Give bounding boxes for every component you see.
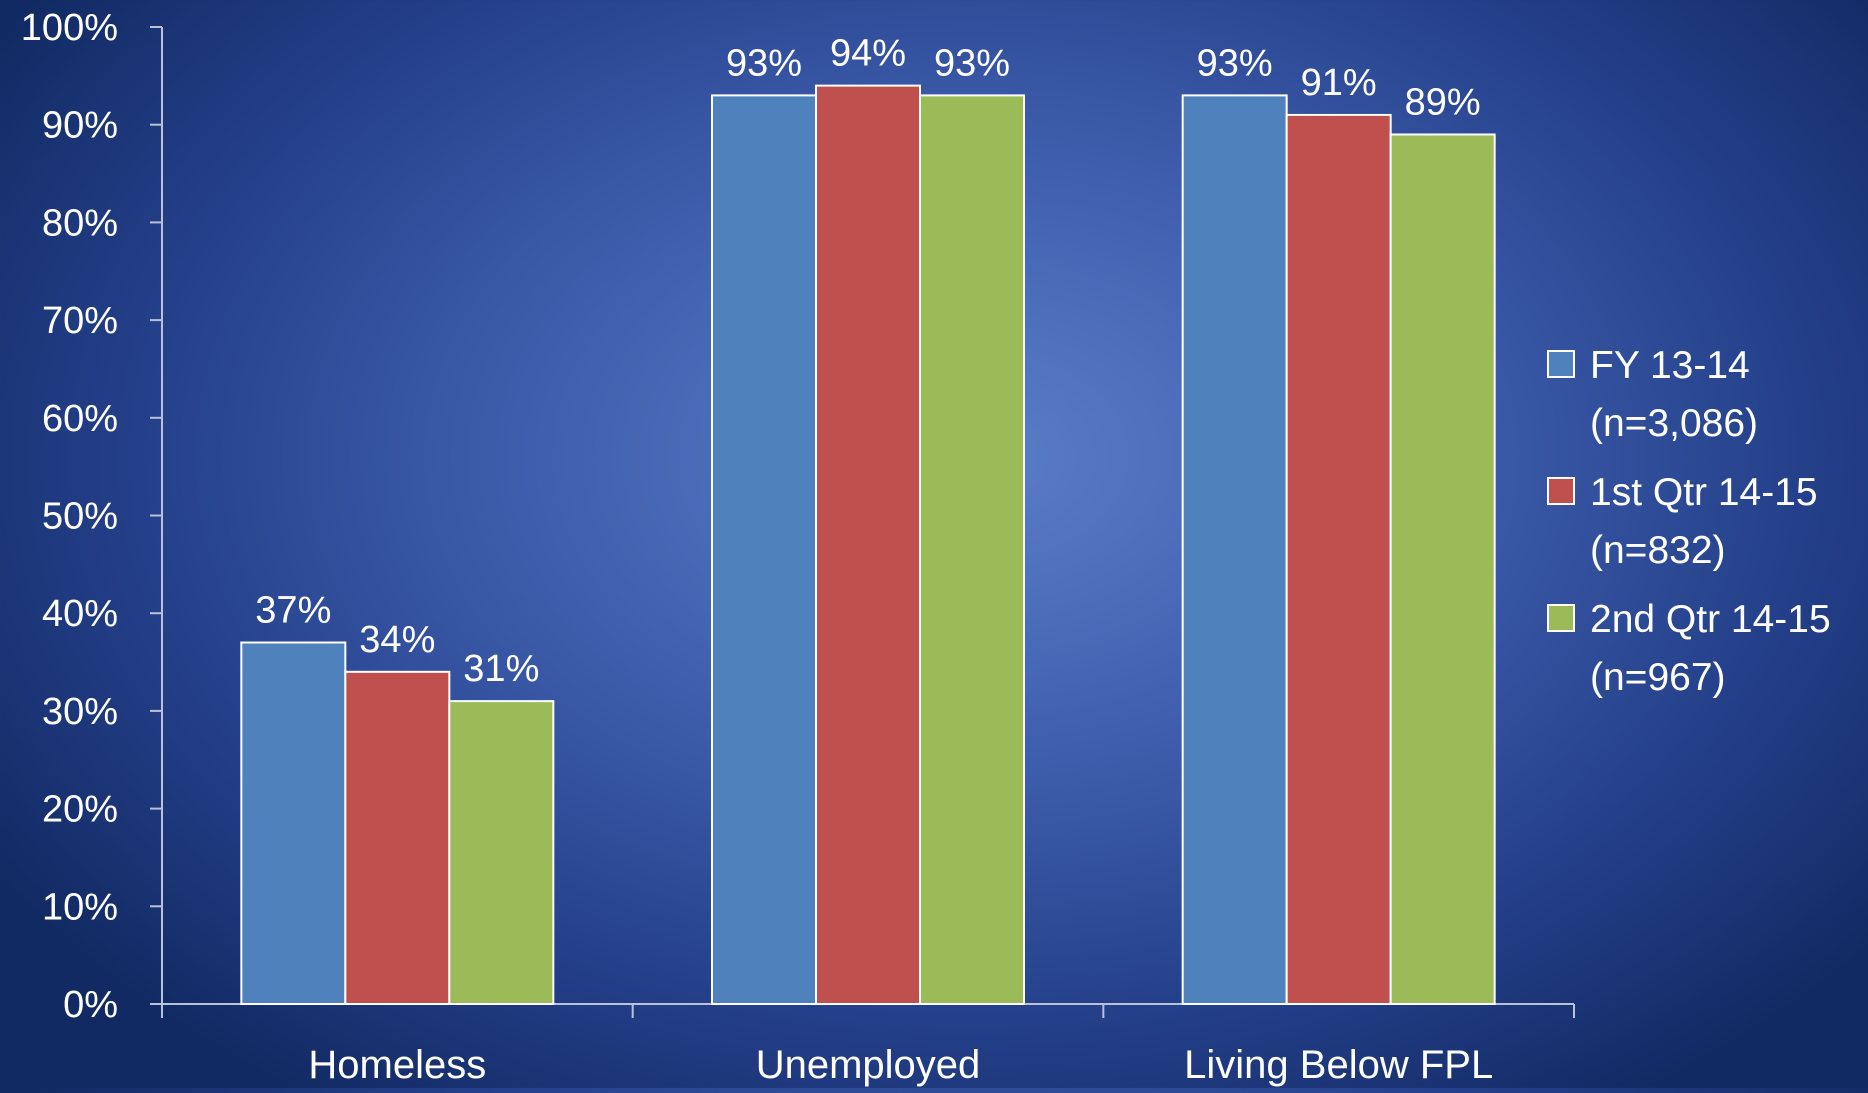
- bar: [1181, 94, 1288, 1005]
- y-tick-label: 90%: [42, 105, 118, 147]
- data-label: 31%: [463, 648, 539, 690]
- y-tick-label: 20%: [42, 789, 118, 831]
- legend-label: (n=3,086): [1590, 402, 1758, 445]
- bars: [240, 84, 1496, 1006]
- bar: [815, 84, 921, 1006]
- data-labels: 37% 93% 93% 34% 94% 91% 31% 93% 89%: [255, 33, 1480, 691]
- legend-swatch: [1547, 604, 1575, 632]
- legend-swatch: [1547, 350, 1575, 378]
- bar: [1389, 133, 1496, 1006]
- y-tick-label: 10%: [42, 886, 118, 928]
- y-tick-label: 100%: [21, 7, 118, 49]
- legend-label: 1st Qtr 14-15: [1590, 471, 1818, 514]
- y-tick-label: 50%: [42, 496, 118, 538]
- axes: 0% 10% 20% 30% 40% 50% 60% 70% 80% 90% 100% Homeles…: [21, 7, 1575, 1087]
- bar: [919, 94, 1025, 1005]
- data-label: 89%: [1405, 81, 1481, 123]
- x-category-label: Living Below FPL: [1184, 1043, 1493, 1087]
- y-tick-label: 60%: [42, 398, 118, 440]
- data-label: 93%: [726, 42, 802, 84]
- data-label: 34%: [359, 619, 435, 661]
- legend: FY 13-14 (n=3,086) 1st Qtr 14-15 (n=832) 2nd…: [1547, 344, 1831, 699]
- x-category-label: Homeless: [308, 1043, 486, 1087]
- legend-swatch: [1547, 477, 1575, 505]
- data-label: 37%: [255, 590, 331, 632]
- bar: [711, 94, 817, 1005]
- data-label: 93%: [934, 42, 1010, 84]
- data-label: 94%: [830, 33, 906, 75]
- bar: [448, 700, 555, 1005]
- y-tick-label: 70%: [42, 300, 118, 342]
- x-category-label: Unemployed: [756, 1043, 981, 1087]
- bar: [344, 670, 451, 1005]
- y-tick-label: 30%: [42, 691, 118, 733]
- y-tick-label: 0%: [63, 984, 118, 1026]
- data-label: 93%: [1197, 42, 1273, 84]
- data-label: 91%: [1301, 62, 1377, 104]
- legend-label: FY 13-14: [1590, 344, 1750, 387]
- legend-label: 2nd Qtr 14-15: [1590, 598, 1831, 641]
- legend-label: (n=832): [1590, 529, 1726, 572]
- y-tick-label: 40%: [42, 593, 118, 635]
- bar: [240, 641, 347, 1005]
- bar: [1285, 113, 1392, 1006]
- y-tick-label: 80%: [42, 202, 118, 244]
- legend-label: (n=967): [1590, 656, 1726, 699]
